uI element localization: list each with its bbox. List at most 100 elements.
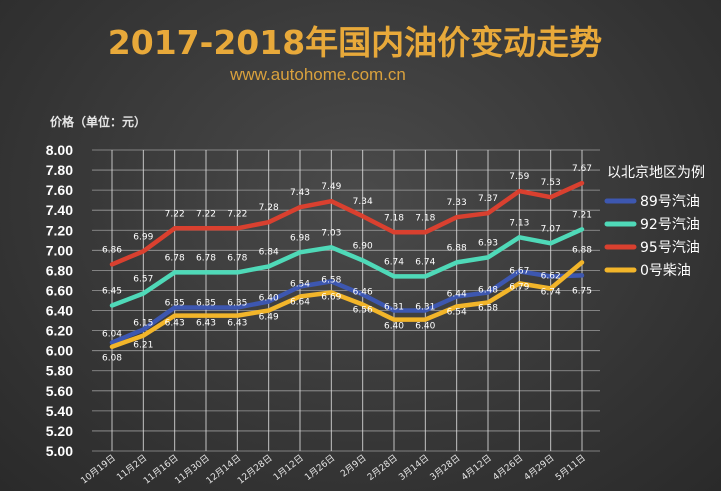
y-tick-label: 5.20 xyxy=(46,423,73,439)
data-label: 6.35 xyxy=(196,299,216,309)
data-label: 7.37 xyxy=(478,194,498,204)
data-label: 6.64 xyxy=(290,297,310,307)
data-label: 7.22 xyxy=(227,209,247,219)
x-tick-label: 10月19日 xyxy=(79,453,118,487)
data-label: 7.59 xyxy=(509,172,529,182)
data-label: 6.93 xyxy=(478,238,498,248)
data-label: 6.84 xyxy=(259,247,279,257)
data-label: 6.56 xyxy=(353,305,373,315)
y-tick-label: 7.80 xyxy=(46,162,73,178)
data-label: 6.78 xyxy=(165,253,185,263)
data-label: 7.22 xyxy=(165,209,185,219)
data-labels: 6.08 6.21 6.43 6.43 6.43 6.49 6.64 6.69 6.56 6.40… xyxy=(102,164,592,364)
y-tick-label: 7.40 xyxy=(46,202,73,218)
data-label: 6.74 xyxy=(415,257,435,267)
data-label: 6.74 xyxy=(541,287,561,297)
legend: 以北京地区为例 89号汽油 92号汽油 95号汽油 0号柴油 xyxy=(604,165,705,279)
x-tick-label: 4月12日 xyxy=(459,453,494,483)
data-label: 6.98 xyxy=(290,233,310,243)
legend-label: 92号汽油 xyxy=(640,217,700,233)
y-tick-label: 6.60 xyxy=(46,282,73,298)
y-tick-label: 8.00 xyxy=(46,142,73,158)
x-tick-label: 4月26日 xyxy=(491,453,526,483)
data-label: 6.58 xyxy=(321,275,341,285)
data-label: 7.33 xyxy=(447,198,467,208)
data-label: 6.74 xyxy=(384,257,404,267)
y-tick-label: 5.00 xyxy=(46,443,73,459)
data-label: 6.69 xyxy=(321,292,341,302)
x-tick-label: 1月12日 xyxy=(271,453,306,483)
y-tick-label: 5.80 xyxy=(46,363,73,379)
data-label: 7.43 xyxy=(290,188,310,198)
data-label: 6.78 xyxy=(227,253,247,263)
y-tick-label: 7.20 xyxy=(46,222,73,238)
data-label: 6.79 xyxy=(509,282,529,292)
data-label: 6.43 xyxy=(227,319,247,329)
series-lines xyxy=(109,180,585,349)
data-label: 6.35 xyxy=(165,299,185,309)
y-tick-labels: 8.00 7.80 7.60 7.40 7.20 7.00 6.80 6.60 6.40 6.20… xyxy=(46,142,73,459)
data-label: 6.43 xyxy=(165,319,185,329)
data-label: 6.35 xyxy=(227,299,247,309)
data-label: 6.49 xyxy=(259,313,279,323)
data-label: 7.03 xyxy=(321,228,341,238)
data-label: 7.18 xyxy=(384,213,404,223)
data-label: 7.34 xyxy=(353,197,373,207)
data-label: 6.21 xyxy=(133,341,153,351)
series-line-1 xyxy=(109,269,585,345)
chart-subtitle: www.autohome.com.cn xyxy=(229,65,406,84)
data-label: 7.28 xyxy=(259,203,279,213)
data-label: 6.75 xyxy=(572,286,592,296)
data-label: 7.07 xyxy=(541,224,561,234)
data-label: 6.31 xyxy=(384,303,404,313)
data-label: 7.13 xyxy=(509,218,529,228)
data-label: 6.45 xyxy=(102,287,122,297)
x-tick-label: 5月11日 xyxy=(553,453,588,483)
legend-label: 0号柴油 xyxy=(640,263,691,279)
x-tick-label: 2月28日 xyxy=(365,453,400,483)
data-label: 7.49 xyxy=(321,182,341,192)
y-tick-label: 6.40 xyxy=(46,303,73,319)
series-line-4 xyxy=(109,260,585,349)
data-label: 6.99 xyxy=(133,232,153,242)
data-label: 6.15 xyxy=(133,319,153,329)
series-line-3 xyxy=(109,180,585,267)
chart-title: 2017-2018年国内油价变动走势 xyxy=(108,23,602,62)
data-label: 6.40 xyxy=(384,322,404,332)
data-label: 6.78 xyxy=(196,253,216,263)
data-label: 6.88 xyxy=(447,243,467,253)
x-tick-label: 3月28日 xyxy=(428,453,463,483)
data-label: 6.88 xyxy=(572,245,592,255)
data-label: 6.46 xyxy=(353,288,373,298)
data-label: 7.67 xyxy=(572,164,592,174)
y-tick-label: 6.20 xyxy=(46,323,73,339)
data-label: 6.04 xyxy=(102,330,122,340)
y-tick-label: 6.00 xyxy=(46,343,73,359)
x-tick-label: 12月28日 xyxy=(236,453,275,487)
x-tick-labels: 10月19日11月2日11月16日11月30日12月14日12月28日1月12日… xyxy=(79,453,588,487)
y-tick-label: 7.60 xyxy=(46,182,73,198)
data-label: 7.22 xyxy=(196,209,216,219)
data-label: 7.21 xyxy=(572,210,592,220)
data-label: 6.67 xyxy=(509,266,529,276)
y-tick-label: 5.60 xyxy=(46,383,73,399)
y-tick-label: 6.80 xyxy=(46,262,73,278)
data-label: 6.54 xyxy=(290,279,310,289)
y-tick-label: 5.40 xyxy=(46,403,73,419)
data-label: 6.62 xyxy=(541,271,561,281)
legend-label: 89号汽油 xyxy=(640,194,700,210)
data-label: 6.43 xyxy=(196,319,216,329)
data-label: 6.57 xyxy=(133,274,153,284)
legend-title: 以北京地区为例 xyxy=(607,165,705,181)
data-label: 6.48 xyxy=(478,286,498,296)
data-label: 6.08 xyxy=(102,354,122,364)
data-label: 6.44 xyxy=(447,290,467,300)
data-label: 7.18 xyxy=(415,213,435,223)
data-label: 6.58 xyxy=(478,303,498,313)
y-tick-label: 7.00 xyxy=(46,242,73,258)
legend-label: 95号汽油 xyxy=(640,240,700,256)
x-tick-label: 4月29日 xyxy=(522,453,557,483)
y-axis-label: 价格（单位：元） xyxy=(50,114,146,129)
x-tick-label: 2月9日 xyxy=(339,453,369,480)
